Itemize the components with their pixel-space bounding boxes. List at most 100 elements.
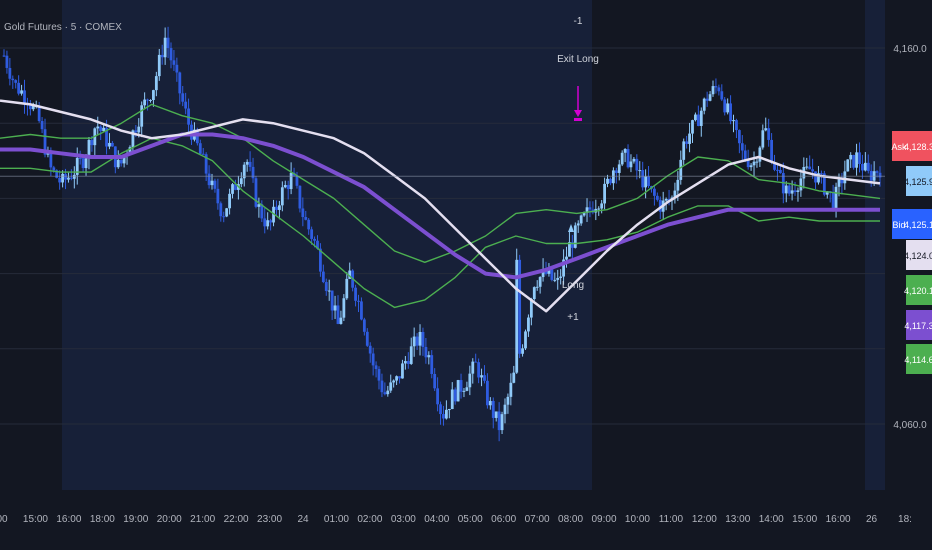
- candle-body: [140, 105, 144, 127]
- candle-body: [128, 147, 132, 154]
- candle-body: [424, 346, 428, 358]
- candle-body: [503, 404, 507, 415]
- price-tag-value: 4,124.0: [904, 251, 932, 261]
- candle-body: [72, 174, 76, 179]
- candle-body: [368, 345, 372, 354]
- candle-body: [69, 177, 73, 179]
- candle-body: [808, 166, 812, 170]
- candle-body: [415, 336, 419, 346]
- chart-title: Gold Futures · 5 · COMEX: [4, 22, 122, 33]
- candle-body: [471, 361, 475, 374]
- x-tick-label: 02:00: [357, 514, 382, 525]
- candle-body: [219, 203, 223, 217]
- candle-body: [576, 223, 580, 226]
- candle-body: [825, 191, 829, 195]
- candle-body: [339, 317, 343, 324]
- candle-body: [729, 103, 732, 122]
- candle-body: [257, 204, 261, 207]
- candle-body: [691, 120, 694, 134]
- entry-qty-label: +1: [567, 312, 579, 323]
- candle-body: [436, 388, 440, 405]
- candle-body: [632, 158, 636, 162]
- candle-body: [398, 376, 401, 379]
- candle-body: [260, 204, 264, 219]
- candle-body: [160, 54, 164, 58]
- candle-body: [568, 242, 571, 257]
- price-tag: 4,125.9: [904, 166, 932, 196]
- candle-body: [500, 414, 504, 431]
- candle-body: [175, 64, 179, 73]
- exit-arrow-head: [574, 110, 582, 117]
- price-tag-value: 4,125.1: [904, 220, 932, 230]
- candle-body: [453, 389, 457, 402]
- candle-body: [820, 173, 823, 175]
- candle-body: [321, 271, 325, 283]
- candle-body: [653, 188, 656, 196]
- exit-marker-bar: [574, 118, 582, 121]
- price-tag-box: [906, 310, 932, 340]
- candle-body: [58, 177, 62, 183]
- candle-body: [796, 190, 800, 192]
- candle-body: [758, 147, 762, 162]
- candle-body: [418, 332, 422, 346]
- candle-body: [837, 179, 841, 187]
- x-tick-label: 18:00: [90, 514, 115, 525]
- candle-body: [538, 277, 542, 287]
- candle-body: [688, 133, 691, 144]
- x-tick-label: 19:00: [123, 514, 148, 525]
- candle-body: [875, 171, 879, 173]
- candle-body: [597, 208, 601, 210]
- candle-body: [861, 164, 864, 171]
- candle-body: [521, 348, 524, 354]
- candle-body: [371, 353, 375, 366]
- candle-body: [119, 159, 123, 164]
- candle-body: [529, 299, 533, 318]
- candle-body: [362, 319, 366, 332]
- candle-body: [573, 225, 577, 248]
- price-tag-prefix-text: Bid: [892, 220, 905, 230]
- candle-body: [23, 90, 26, 103]
- candle-body: [333, 305, 337, 311]
- candle-body: [699, 110, 703, 126]
- candle-body: [439, 404, 442, 415]
- candle-body: [755, 161, 759, 163]
- candle-body: [702, 98, 706, 111]
- candle-body: [354, 287, 357, 301]
- candle-body: [365, 331, 369, 346]
- candle-body: [494, 411, 498, 418]
- candle-body: [667, 198, 671, 201]
- candle-body: [184, 101, 188, 109]
- candle-body: [146, 99, 149, 101]
- candle-body: [585, 207, 589, 213]
- candle-body: [527, 317, 530, 332]
- candle-body: [483, 375, 486, 381]
- candle-body: [342, 298, 346, 318]
- candle-body: [638, 170, 642, 172]
- candle-body: [61, 173, 64, 183]
- candle-body: [275, 206, 278, 210]
- candle-body: [345, 278, 349, 299]
- candle-body: [878, 172, 882, 178]
- candle-body: [623, 149, 627, 153]
- candle-body: [535, 286, 539, 288]
- x-tick-label: 08:00: [558, 514, 583, 525]
- candle-body: [20, 90, 23, 94]
- candle-body: [263, 218, 267, 227]
- y-tick-label: 4,160.0: [893, 44, 927, 55]
- candle-body: [231, 184, 234, 194]
- price-tag: 4,117.3: [904, 310, 932, 340]
- candle-body: [855, 152, 858, 168]
- candle-body: [658, 199, 662, 212]
- price-tag: 4,114.6: [904, 344, 932, 374]
- candle-body: [324, 282, 328, 291]
- candle-body: [442, 414, 445, 419]
- candle-body: [116, 159, 120, 168]
- candle-body: [532, 287, 536, 300]
- candle-body: [840, 179, 844, 184]
- x-tick-label: 18:: [898, 514, 912, 525]
- candle-body: [327, 290, 331, 292]
- x-tick-label: 22:00: [224, 514, 249, 525]
- candle-body: [286, 185, 290, 190]
